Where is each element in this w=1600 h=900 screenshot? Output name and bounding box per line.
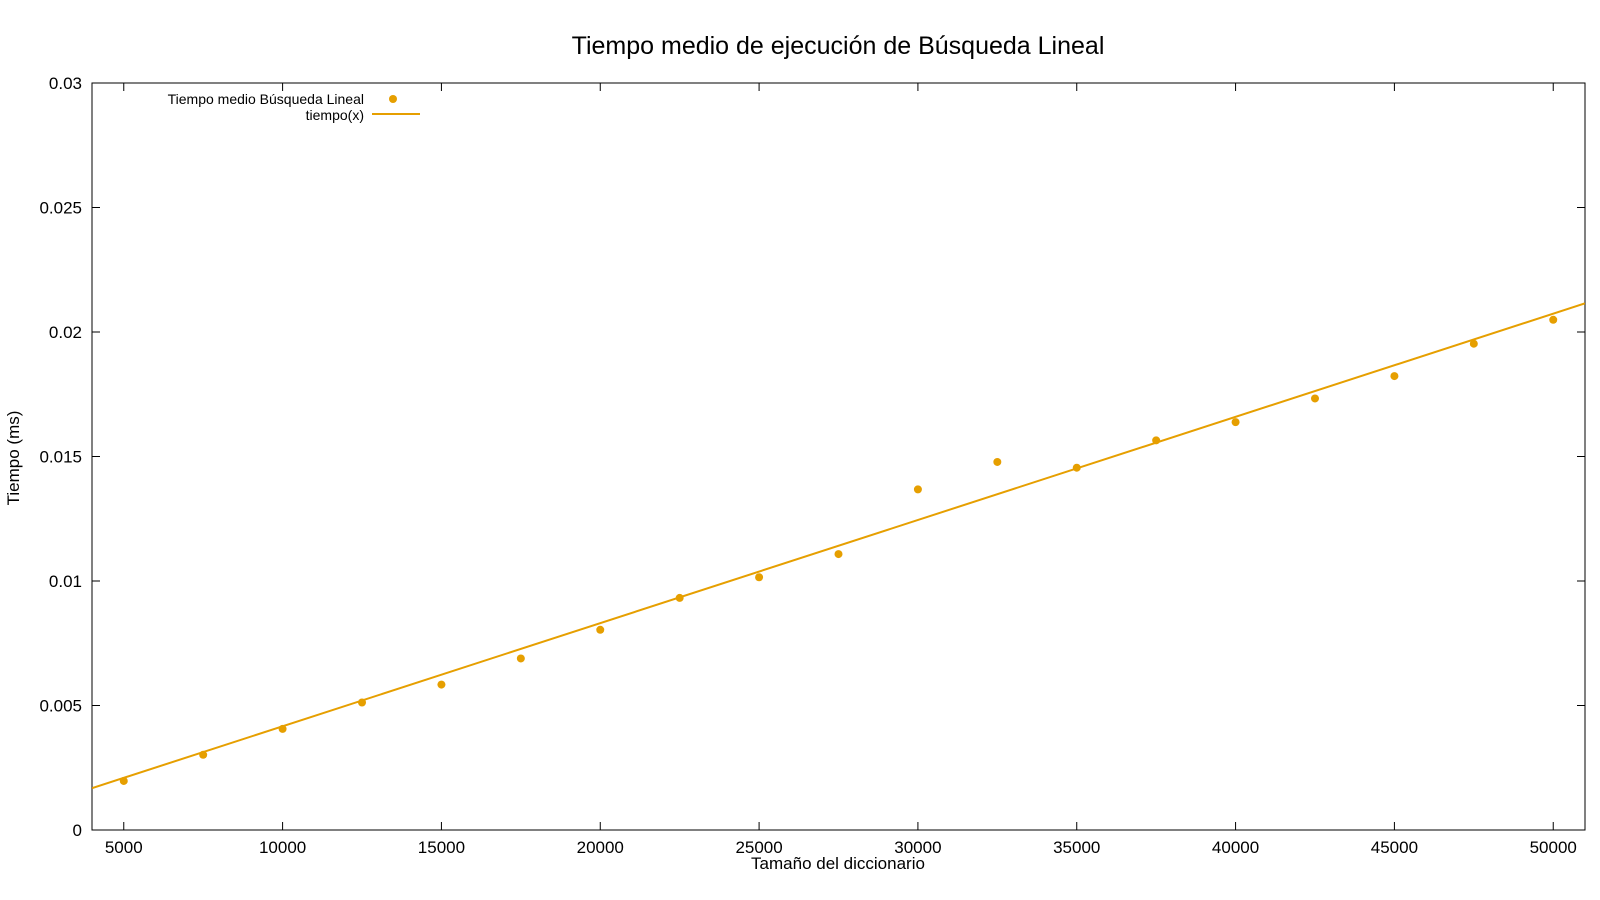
chart-title: Tiempo medio de ejecución de Búsqueda Li… (572, 32, 1105, 60)
series-line-tiempo-x (92, 302, 1585, 790)
plot-area: 5000 10000 15000 20000 25000 30000 35000 40000 4… (39, 74, 1586, 857)
data-point (596, 625, 605, 634)
data-point (913, 485, 922, 494)
x-axis-title: Tamaño del diccionario (751, 854, 925, 873)
data-point (834, 550, 843, 559)
legend-label-points: Tiempo medio Búsqueda Lineal (168, 91, 364, 107)
data-point (1231, 418, 1240, 427)
x-tick-label: 25000 (735, 838, 782, 857)
x-tick-label: 40000 (1212, 838, 1259, 857)
legend: Tiempo medio Búsqueda Lineal tiempo(x) (168, 91, 420, 123)
y-tick-label: 0.02 (49, 323, 82, 342)
y-tick-label: 0.01 (49, 572, 82, 591)
data-point (437, 680, 446, 689)
data-point (516, 654, 525, 663)
y-tick-label: 0.015 (39, 448, 82, 467)
x-tick-label: 10000 (259, 838, 306, 857)
y-tick-label: 0.03 (49, 74, 82, 93)
data-point (1549, 315, 1558, 324)
x-tick-label: 5000 (105, 838, 143, 857)
y-tick-label: 0 (73, 821, 82, 840)
data-point (993, 457, 1002, 466)
x-tick-label: 20000 (577, 838, 624, 857)
data-point (1310, 394, 1319, 403)
plot-frame (91, 82, 1586, 831)
x-tick-label: 50000 (1530, 838, 1577, 857)
y-tick-label: 0.005 (39, 697, 82, 716)
data-point (1390, 372, 1399, 381)
data-point (755, 573, 764, 582)
x-tick-label: 45000 (1371, 838, 1418, 857)
y-axis-title: Tiempo (ms) (4, 411, 23, 506)
x-tick-label: 15000 (418, 838, 465, 857)
legend-label-line: tiempo(x) (306, 107, 364, 123)
y-tick-label: 0.025 (39, 199, 82, 218)
data-point (1469, 339, 1478, 348)
x-tick-label: 30000 (894, 838, 941, 857)
legend-marker-points (389, 95, 397, 103)
x-tick-label: 35000 (1053, 838, 1100, 857)
